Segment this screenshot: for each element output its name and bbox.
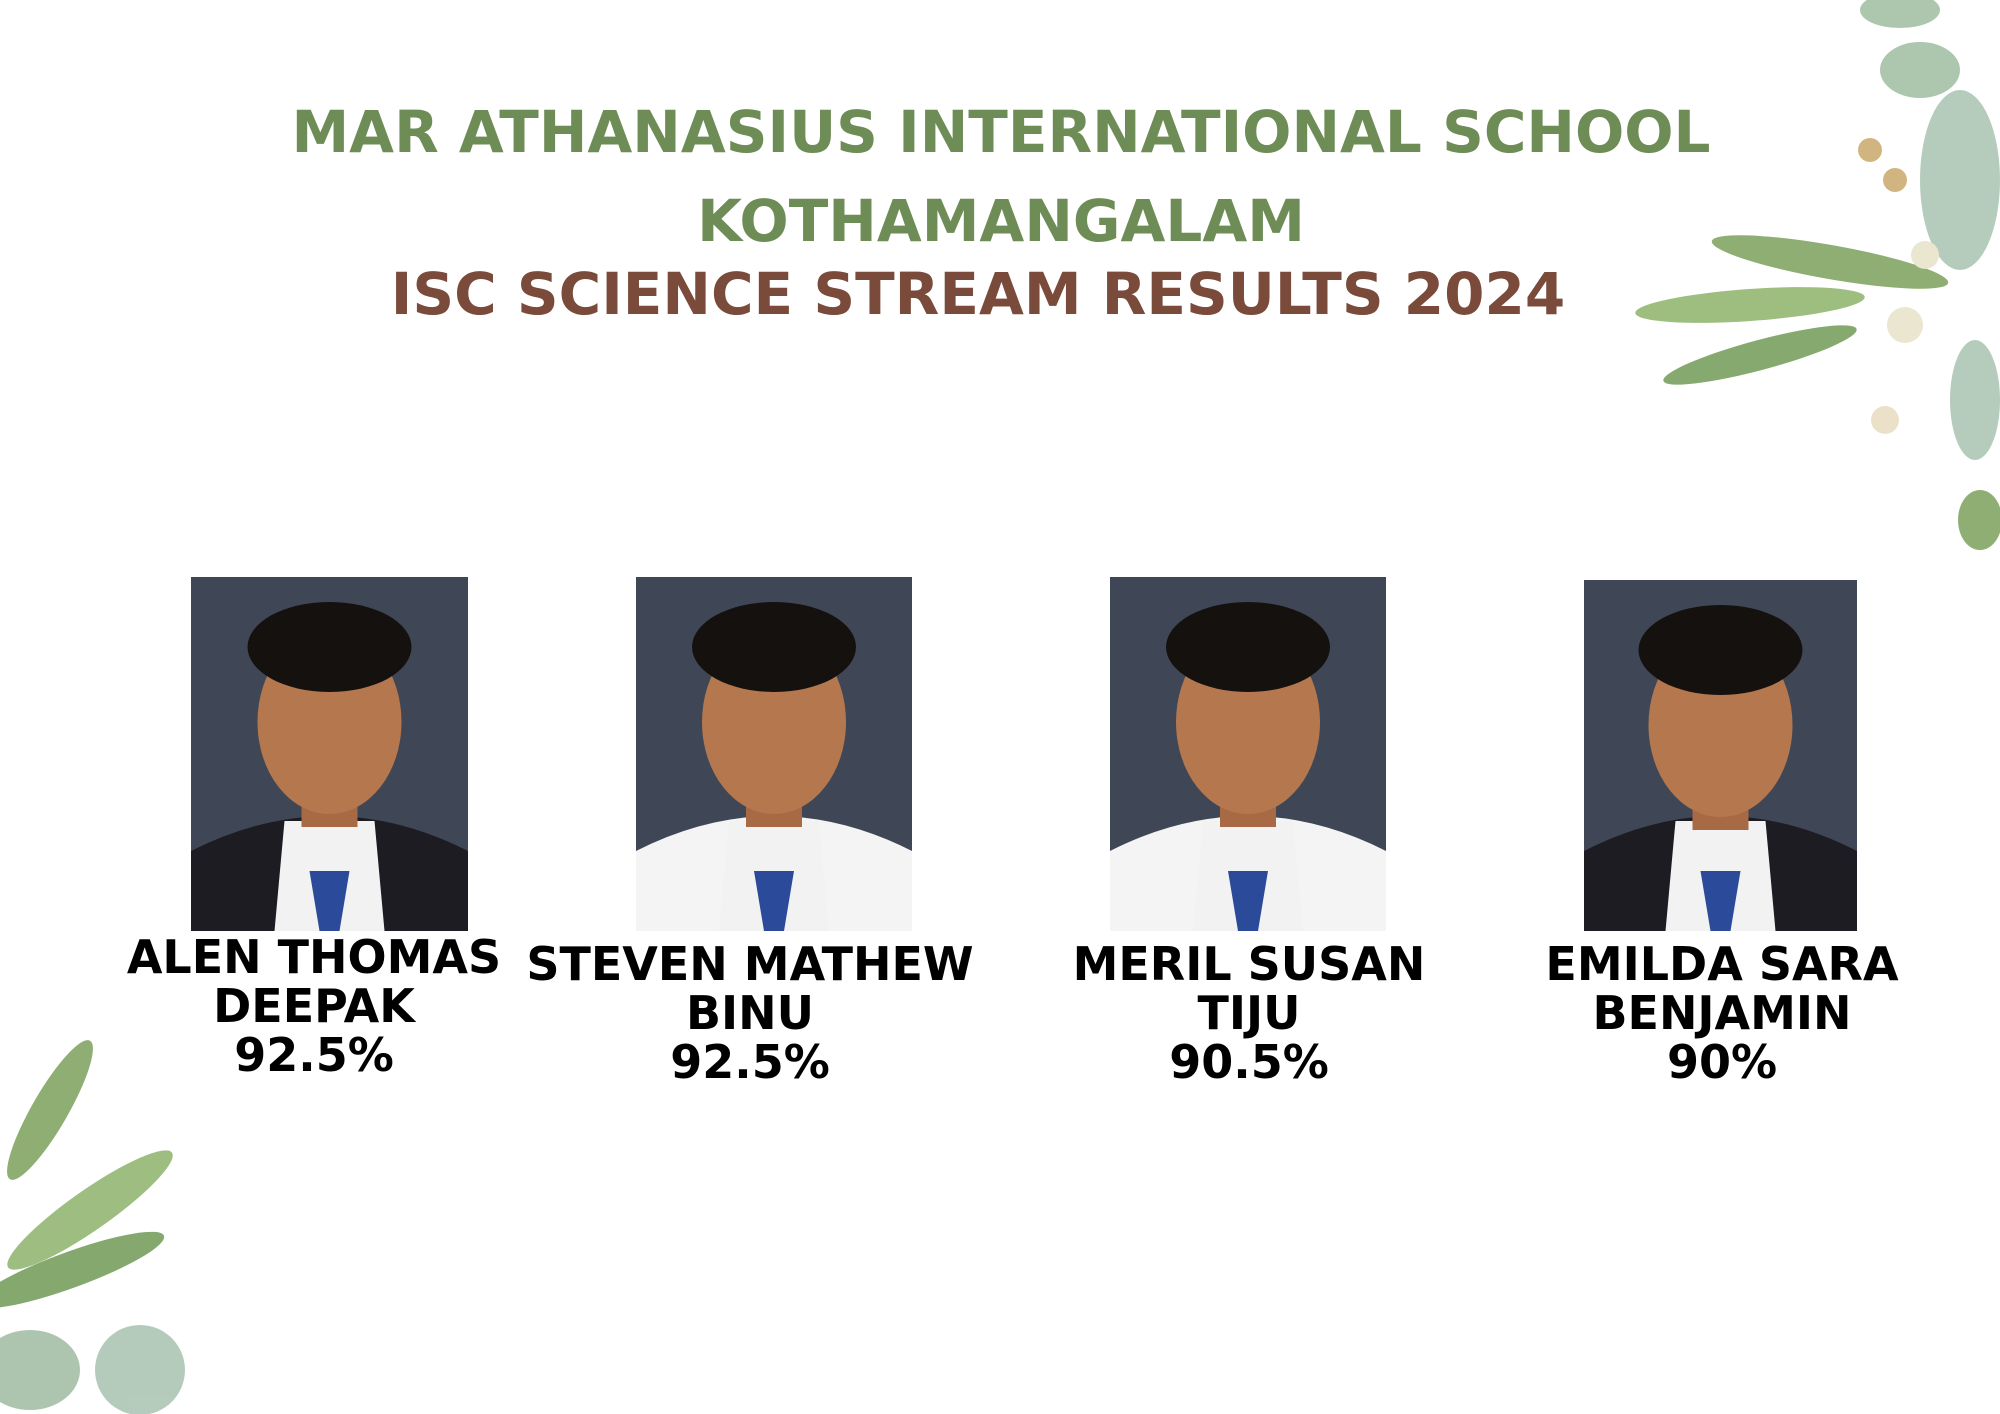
student-name: ALEN THOMAS bbox=[127, 930, 501, 984]
hair bbox=[1638, 605, 1803, 695]
student-name: BENJAMIN bbox=[1592, 986, 1851, 1040]
student-photo bbox=[636, 577, 912, 931]
student-score: 92.5% bbox=[234, 1028, 394, 1082]
student-photo bbox=[1584, 580, 1857, 931]
tie bbox=[1700, 871, 1741, 931]
hair bbox=[247, 602, 412, 692]
student-photo bbox=[191, 577, 468, 931]
student-photo bbox=[1110, 577, 1386, 931]
tie bbox=[1228, 871, 1268, 931]
student-name: STEVEN MATHEW bbox=[526, 937, 973, 991]
student-score: 92.5% bbox=[670, 1035, 830, 1089]
school-location: KOTHAMANGALAM bbox=[697, 187, 1305, 255]
leaf-decoration-bottom-left bbox=[0, 1040, 185, 1414]
school-name: MAR ATHANASIUS INTERNATIONAL SCHOOL bbox=[291, 98, 1710, 166]
hair bbox=[1166, 602, 1330, 692]
student-score: 90.5% bbox=[1169, 1035, 1329, 1089]
hair bbox=[692, 602, 856, 692]
student-name: MERIL SUSAN bbox=[1073, 937, 1426, 991]
leaf-decoration-top-right bbox=[1635, 0, 2000, 550]
tie bbox=[754, 871, 794, 931]
student-name: EMILDA SARA bbox=[1545, 937, 1899, 991]
student-score: 90% bbox=[1667, 1035, 1777, 1089]
student-name: DEEPAK bbox=[213, 979, 417, 1033]
student-name: BINU bbox=[686, 986, 814, 1040]
subtitle: ISC SCIENCE STREAM RESULTS 2024 bbox=[391, 260, 1565, 328]
tie bbox=[309, 871, 350, 931]
student-name: TIJU bbox=[1198, 986, 1301, 1040]
